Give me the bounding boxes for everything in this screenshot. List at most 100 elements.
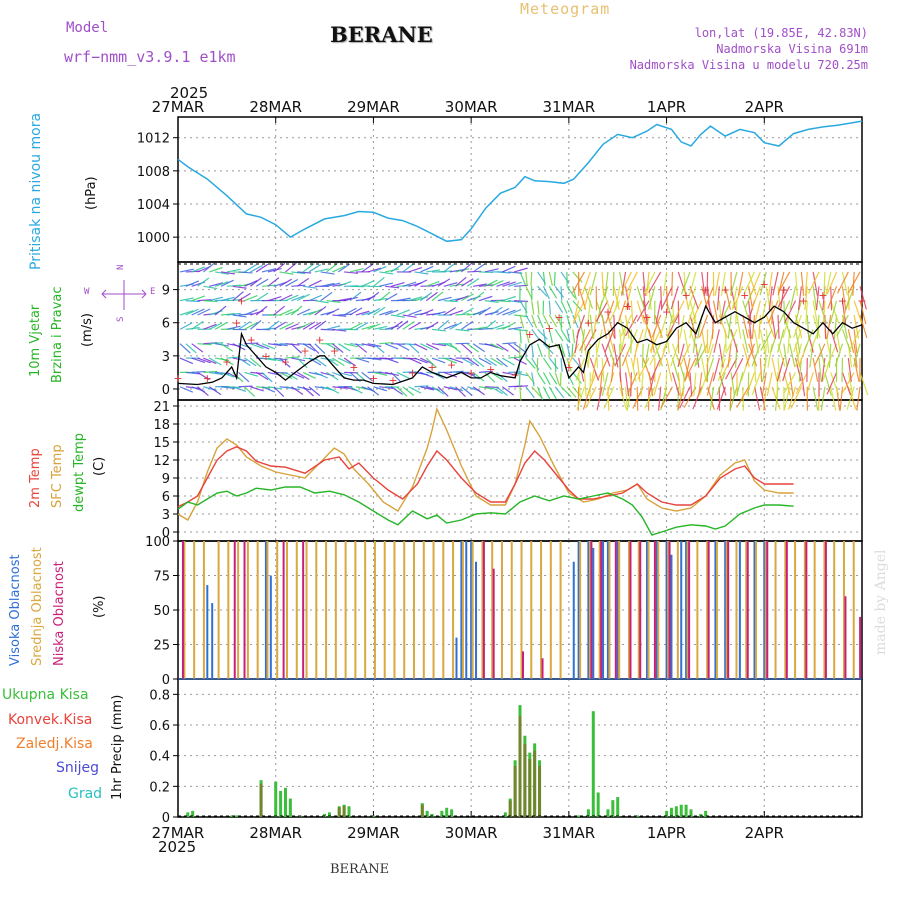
wind-arrow <box>279 357 291 368</box>
wind-arrow <box>302 262 315 273</box>
wind-arrow <box>620 314 632 337</box>
wind-arrow <box>777 286 781 311</box>
wind-arrow <box>320 282 335 287</box>
wind-arrow <box>290 305 303 316</box>
wind-arrow <box>502 281 516 287</box>
wind-arrow <box>542 372 551 385</box>
wind-arrow <box>839 386 844 411</box>
wind-arrow <box>601 343 611 367</box>
wind-arrow <box>314 300 329 304</box>
wind-arrow <box>390 371 402 383</box>
wind-arrow <box>332 343 344 354</box>
wind-arrow <box>572 286 577 300</box>
wind-arrow <box>853 343 858 368</box>
wind-arrow <box>396 320 409 330</box>
wind-arrow <box>519 314 525 329</box>
y-tick-label: 1008 <box>137 165 170 180</box>
wind-arrow <box>461 307 474 316</box>
compass-w: W <box>84 287 90 297</box>
wind-arrow <box>267 267 282 273</box>
wind-arrow <box>644 314 650 339</box>
wind-arrow <box>683 329 690 354</box>
gust-marker: + <box>247 333 256 346</box>
wind-arrow <box>519 386 522 401</box>
wind-arrow <box>273 386 285 397</box>
wind-arrow <box>408 296 423 302</box>
bottom-day-label: 29MAR <box>347 824 400 842</box>
y-tick-label: 0 <box>162 383 170 398</box>
wind-arrow <box>443 262 456 273</box>
wind-arrow <box>408 386 422 394</box>
wind-arrow <box>343 307 357 316</box>
wind-arrow <box>815 286 820 311</box>
wind-arrow <box>764 343 767 368</box>
wind-arrow <box>548 386 557 400</box>
rain-bar <box>274 781 278 817</box>
wind-arrow <box>478 386 493 390</box>
wind-arrow <box>636 300 645 324</box>
gust-marker: + <box>701 284 710 297</box>
wind-arrow <box>443 386 458 391</box>
wind-arrow <box>185 280 199 287</box>
wind-arrow <box>203 285 218 290</box>
wind-arrow <box>373 343 385 354</box>
wind-arrow <box>279 308 293 316</box>
wind-arrow <box>783 343 788 368</box>
wind-arrow <box>179 343 191 354</box>
wind-arrow <box>209 322 223 330</box>
convective-bar <box>259 783 263 817</box>
wind-arrow <box>338 280 352 287</box>
wind-arrow <box>460 343 473 354</box>
wind-arrow <box>209 296 223 302</box>
wind-arrow <box>484 268 499 273</box>
wind-arrow <box>699 372 709 396</box>
wind-arrow <box>724 286 732 310</box>
wind-arrow <box>689 300 697 324</box>
wind-arrow <box>261 343 276 350</box>
wind-arrow <box>580 329 586 354</box>
y-tick-label: 9 <box>162 284 170 299</box>
rain-bar <box>684 804 688 817</box>
wind-arrow <box>576 386 586 410</box>
wind-arrow <box>496 343 509 352</box>
rain-bar <box>288 798 292 817</box>
wind-arrow <box>508 326 523 330</box>
wind-arrow <box>560 386 572 398</box>
wind-arrow <box>767 300 779 323</box>
wind-arrow <box>314 268 329 273</box>
wind-arrow <box>232 386 247 392</box>
wind-arrow <box>238 292 251 302</box>
y-tick-label: 0.6 <box>149 719 170 734</box>
top-day-label: 1APR <box>647 98 686 116</box>
wind-arrow <box>589 314 594 339</box>
wind-arrow <box>355 357 370 363</box>
wind-arrow <box>643 271 656 294</box>
wind-arrow <box>745 372 756 396</box>
wind-arrow <box>650 357 662 381</box>
wind-arrow <box>191 320 204 330</box>
wind-arrow <box>826 372 838 395</box>
wind-arrow <box>726 329 738 352</box>
wind-arrow <box>727 314 732 339</box>
wind-arrow <box>824 372 832 396</box>
wind-arrow <box>420 371 434 378</box>
wind-arrow <box>349 386 363 394</box>
wind-arrow <box>671 271 674 296</box>
wind-arrow <box>548 357 559 370</box>
wind-arrow <box>751 372 761 396</box>
wind-arrow <box>502 386 515 396</box>
wind-arrow <box>449 357 464 364</box>
y-tick-label: 1004 <box>137 198 170 213</box>
y-tick-label: 6 <box>162 490 170 505</box>
wind-arrow <box>261 371 273 383</box>
wind-arrow <box>748 271 757 295</box>
wind-arrow <box>314 371 328 379</box>
wind-arrow <box>191 295 206 302</box>
wind-arrow <box>478 295 493 302</box>
wind-arrow <box>640 372 644 397</box>
wind-arrow <box>273 343 288 347</box>
bottom-day-label: 27MAR <box>152 824 205 842</box>
wind-arrow <box>191 370 206 373</box>
wind-arrow <box>805 372 814 396</box>
wind-arrow <box>179 386 194 393</box>
